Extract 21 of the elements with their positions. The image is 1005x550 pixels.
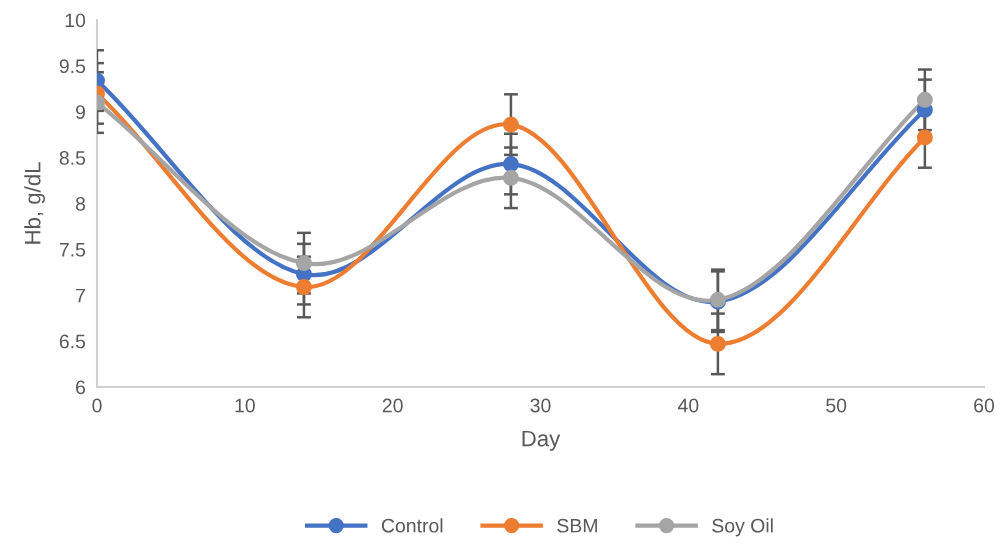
y-tick-label: 7 (76, 288, 85, 303)
y-tick-label: 9 (75, 105, 85, 119)
y-axis-title: Hb, g/dL (24, 162, 45, 244)
legend-label: SBM (557, 518, 597, 533)
x-tick-label: 30 (530, 398, 551, 413)
x-axis-title: Day (522, 430, 561, 451)
y-tick-label: 10 (65, 13, 86, 28)
x-tick-label: 60 (974, 398, 995, 413)
y-tick-label: 6.5 (59, 334, 86, 349)
legend-label: Control (381, 518, 443, 533)
x-tick-label: 50 (826, 398, 847, 413)
y-tick-label: 8 (75, 196, 86, 211)
legend-label: Soy Oil (712, 518, 773, 537)
y-tick-label: 8.5 (59, 151, 86, 165)
x-tick-label: 0 (92, 398, 102, 413)
y-tick-label: 7.5 (59, 243, 86, 257)
y-tick-label: 9.5 (59, 59, 86, 74)
x-tick-label: 20 (382, 398, 403, 413)
x-tick-label: 40 (677, 398, 699, 413)
x-tick-label: 10 (235, 398, 255, 413)
y-tick-label: 6 (76, 380, 86, 395)
